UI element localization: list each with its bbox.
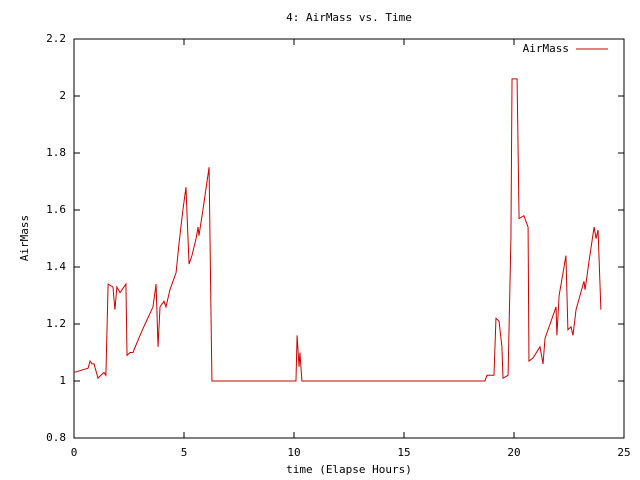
y-tick-label: 1 bbox=[59, 374, 66, 387]
chart-title: 4: AirMass vs. Time bbox=[286, 11, 412, 24]
y-axis-label: AirMass bbox=[18, 215, 31, 261]
x-tick-label: 10 bbox=[287, 446, 300, 459]
x-tick-label: 25 bbox=[617, 446, 630, 459]
x-axis-label: time (Elapse Hours) bbox=[286, 463, 412, 476]
x-tick-label: 15 bbox=[397, 446, 410, 459]
y-tick-label: 2.2 bbox=[46, 32, 66, 45]
x-tick-label: 20 bbox=[507, 446, 520, 459]
plot-frame bbox=[73, 38, 625, 439]
x-tick-label: 0 bbox=[71, 446, 78, 459]
y-tick-label: 1.6 bbox=[46, 203, 66, 216]
data-line bbox=[73, 78, 602, 382]
y-tick-label: 1.2 bbox=[46, 317, 66, 330]
y-tick-label: 0.8 bbox=[46, 431, 66, 444]
legend-label: AirMass bbox=[523, 42, 569, 55]
y-tick-label: 1.8 bbox=[46, 146, 66, 159]
x-tick-label: 5 bbox=[181, 446, 188, 459]
y-tick-label: 1.4 bbox=[46, 260, 66, 273]
y-tick-label: 2 bbox=[59, 89, 66, 102]
